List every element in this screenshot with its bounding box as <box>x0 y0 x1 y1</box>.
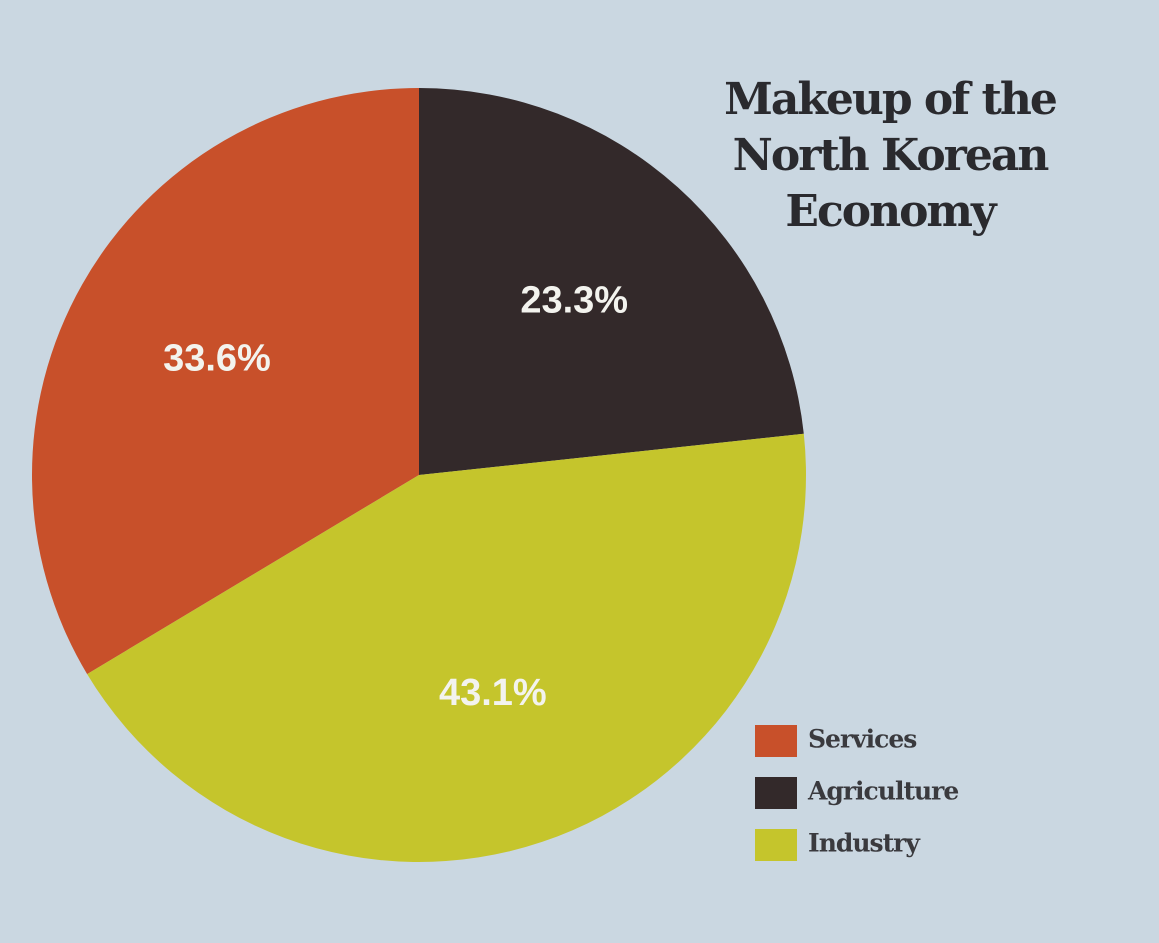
legend-label: Services <box>808 725 917 754</box>
pie-slice <box>31 88 420 675</box>
chart-title: Makeup of the North Korean Economy <box>724 74 1058 237</box>
legend-swatch <box>755 777 797 809</box>
legend-swatch <box>755 829 797 861</box>
legend-label: Agriculture <box>807 777 958 806</box>
slice-label: 33.6% <box>163 338 271 380</box>
legend-swatch <box>755 725 797 757</box>
pie-slice <box>87 433 806 863</box>
pie-slice <box>419 88 804 475</box>
slice-label: 43.1% <box>439 672 547 714</box>
legend-label: Industry <box>808 829 921 858</box>
slice-label: 23.3% <box>520 279 628 321</box>
